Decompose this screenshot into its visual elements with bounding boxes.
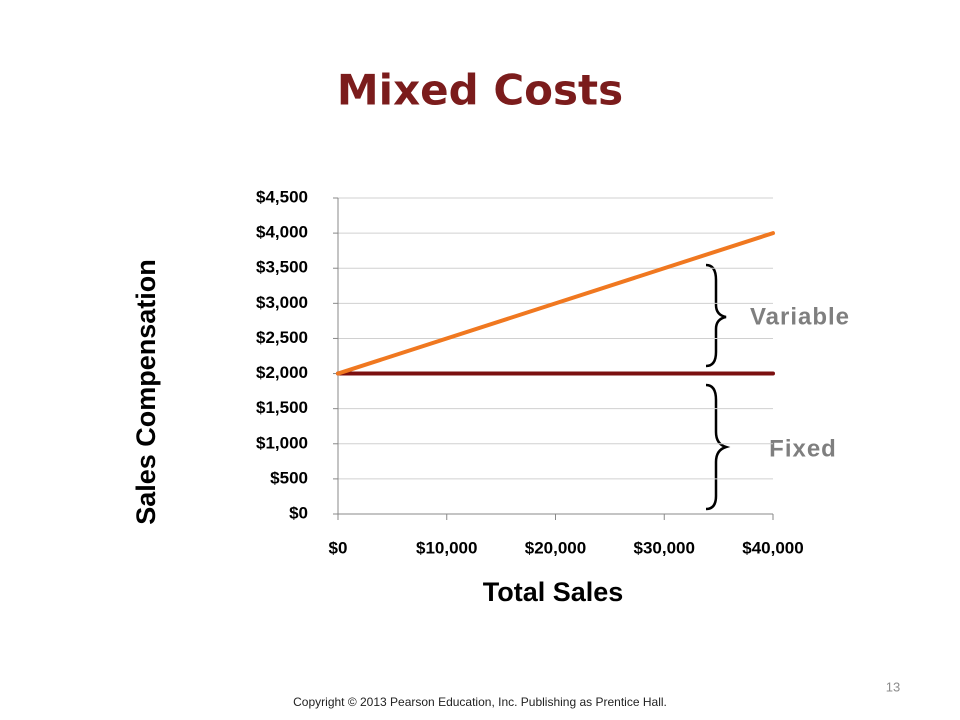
- x-tick-label: $30,000: [634, 538, 695, 557]
- x-tick-label: $40,000: [742, 538, 803, 557]
- y-tick-label: $1,500: [256, 398, 308, 417]
- annotation: Variable: [750, 303, 850, 330]
- y-tick-label: $0: [289, 503, 308, 522]
- series-line: [336, 231, 775, 376]
- y-axis-label: Sales Compensation: [131, 259, 161, 525]
- y-tick-label: $3,500: [256, 258, 308, 277]
- copyright: Copyright © 2013 Pearson Education, Inc.…: [293, 695, 667, 709]
- slide-number: 13: [886, 679, 900, 694]
- fixed-brace: [705, 383, 731, 511]
- y-tick-label: $4,000: [256, 223, 308, 242]
- y-tick-label: $3,000: [256, 293, 308, 312]
- annotation: Fixed: [769, 435, 837, 462]
- plot-area: $0 $500 $1,000 $1,500 $2,000 $2,500 $3,000 $3,5…: [256, 187, 804, 557]
- y-tick-label: $500: [270, 468, 308, 487]
- y-tick-label: $1,000: [256, 433, 308, 452]
- y-tick-label: $4,500: [256, 187, 308, 206]
- chart-title: Mixed Costs: [337, 66, 623, 115]
- x-tick-label: $0: [329, 538, 348, 557]
- x-axis-label: Total Sales: [483, 577, 624, 607]
- x-tick-label: $10,000: [416, 538, 477, 557]
- y-tick-label: $2,500: [256, 328, 308, 347]
- y-tick-label: $2,000: [256, 363, 308, 382]
- variable-brace: [705, 263, 727, 368]
- x-tick-label: $20,000: [525, 538, 586, 557]
